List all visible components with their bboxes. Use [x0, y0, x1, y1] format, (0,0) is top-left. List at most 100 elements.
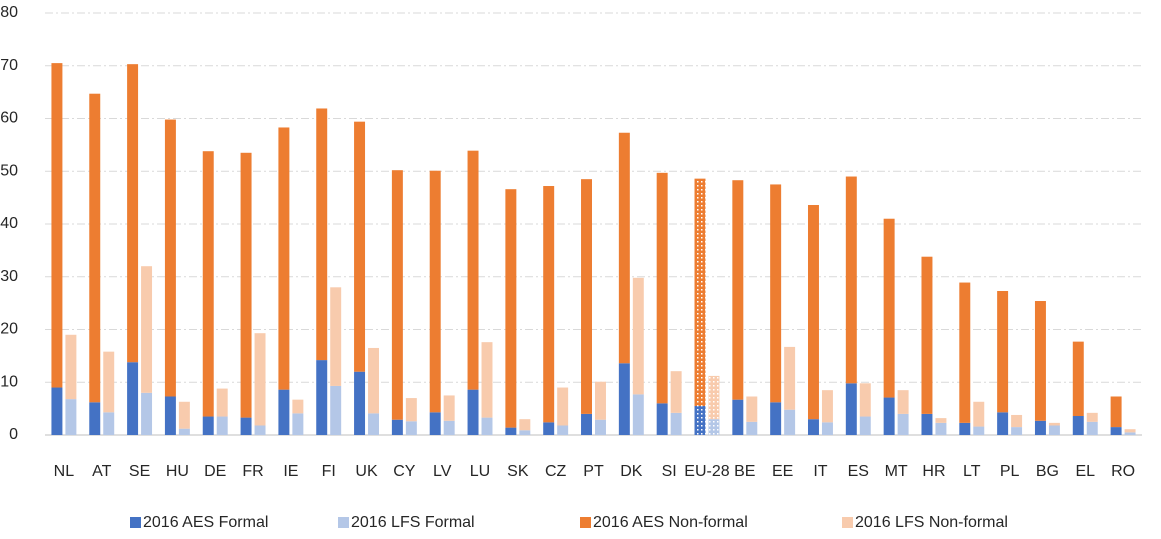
- bar: [278, 127, 290, 390]
- legend-swatch: [580, 517, 591, 528]
- bar: [859, 383, 871, 417]
- bar: [581, 179, 592, 414]
- bar: [845, 383, 857, 435]
- bar: [1124, 432, 1136, 435]
- bar: [935, 422, 947, 435]
- bar: [1048, 422, 1060, 426]
- x-tick-label: IE: [283, 463, 298, 480]
- bar: [254, 333, 266, 426]
- bar: [519, 430, 531, 435]
- bar: [959, 282, 971, 423]
- x-tick-label: NL: [54, 463, 75, 480]
- bar: [997, 412, 1009, 435]
- x-tick-label: IT: [813, 463, 827, 480]
- x-tick-label: PL: [1000, 463, 1020, 480]
- bar: [632, 277, 644, 395]
- legend-swatch: [842, 517, 853, 528]
- bar: [543, 422, 555, 435]
- legend-swatch: [338, 517, 349, 528]
- y-tick-label: 50: [0, 162, 18, 179]
- bar: [127, 362, 139, 435]
- x-tick-label: BG: [1036, 463, 1059, 480]
- bar: [557, 387, 569, 426]
- bar: [405, 421, 417, 435]
- bar: [1086, 412, 1098, 422]
- bar: [959, 422, 971, 435]
- legend-label: 2016 AES Formal: [143, 514, 268, 531]
- y-tick-label: 60: [0, 110, 18, 127]
- bar: [746, 396, 758, 422]
- bar: [921, 256, 933, 414]
- bar: [254, 425, 266, 435]
- bar: [656, 172, 668, 404]
- y-tick-label: 10: [0, 373, 18, 390]
- bar: [746, 421, 758, 435]
- bar: [859, 416, 871, 435]
- bar: [127, 64, 139, 363]
- bar: [821, 390, 833, 423]
- bar: [202, 416, 214, 435]
- bar: [51, 63, 63, 388]
- bar: [164, 119, 176, 397]
- x-tick-label: ES: [848, 463, 869, 480]
- bar: [368, 347, 380, 414]
- x-tick-label: UK: [355, 463, 378, 480]
- bar: [732, 399, 744, 435]
- bar: [1072, 416, 1084, 435]
- x-tick-label: MT: [885, 463, 908, 480]
- bar: [618, 132, 630, 364]
- bar: [670, 412, 682, 435]
- bar: [278, 389, 290, 435]
- bar: [1086, 421, 1098, 435]
- legend-label: 2016 LFS Non-formal: [855, 514, 1008, 531]
- bar: [708, 375, 720, 420]
- bar: [1034, 301, 1046, 421]
- bar: [897, 390, 909, 414]
- x-tick-label: CZ: [545, 463, 567, 480]
- bar: [770, 402, 782, 435]
- bar: [519, 419, 531, 431]
- bar: [935, 418, 947, 423]
- bar: [708, 419, 720, 435]
- bar: [330, 385, 342, 435]
- x-tick-label: FI: [322, 463, 336, 480]
- bar: [694, 405, 706, 435]
- bar: [807, 419, 819, 435]
- bar: [997, 290, 1009, 413]
- x-tick-label: LT: [963, 463, 981, 480]
- bar: [330, 287, 342, 386]
- x-tick-label: EL: [1075, 463, 1095, 480]
- x-tick-label: SE: [129, 463, 150, 480]
- bar: [178, 401, 190, 429]
- bar: [103, 412, 115, 435]
- bar: [595, 419, 606, 435]
- x-tick-label: RO: [1111, 463, 1135, 480]
- bar: [391, 170, 403, 420]
- bar: [89, 402, 101, 435]
- x-tick-label: EU-28: [684, 463, 729, 480]
- x-tick-label: FR: [242, 463, 263, 480]
- bar: [1011, 427, 1023, 435]
- bar: [732, 180, 744, 400]
- y-tick-label: 80: [0, 4, 18, 21]
- x-tick-label: EE: [772, 463, 793, 480]
- bar: [1011, 414, 1023, 428]
- bar: [1110, 427, 1122, 435]
- x-tick-label: HR: [922, 463, 945, 480]
- bar: [1034, 420, 1046, 435]
- bar: [883, 397, 895, 435]
- bar: [845, 176, 857, 384]
- x-tick-label: HU: [166, 463, 189, 480]
- bar: [292, 399, 304, 414]
- bar: [141, 266, 153, 393]
- bar: [481, 342, 493, 418]
- y-tick-label: 30: [0, 268, 18, 285]
- bar: [164, 396, 176, 435]
- bar: [656, 403, 668, 435]
- bar: [368, 413, 380, 435]
- y-tick-label: 40: [0, 215, 18, 232]
- bar: [921, 413, 933, 435]
- bar: [670, 371, 682, 413]
- bar: [784, 409, 796, 435]
